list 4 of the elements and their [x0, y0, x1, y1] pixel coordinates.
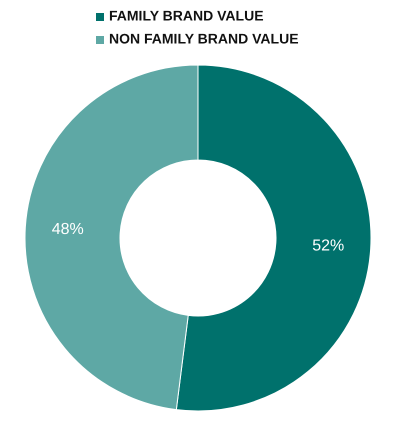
data-label: 48%	[52, 221, 84, 238]
data-label: 52%	[312, 237, 344, 254]
legend-label: FAMILY BRAND VALUE	[109, 8, 264, 24]
legend-label: NON FAMILY BRAND VALUE	[109, 30, 299, 47]
